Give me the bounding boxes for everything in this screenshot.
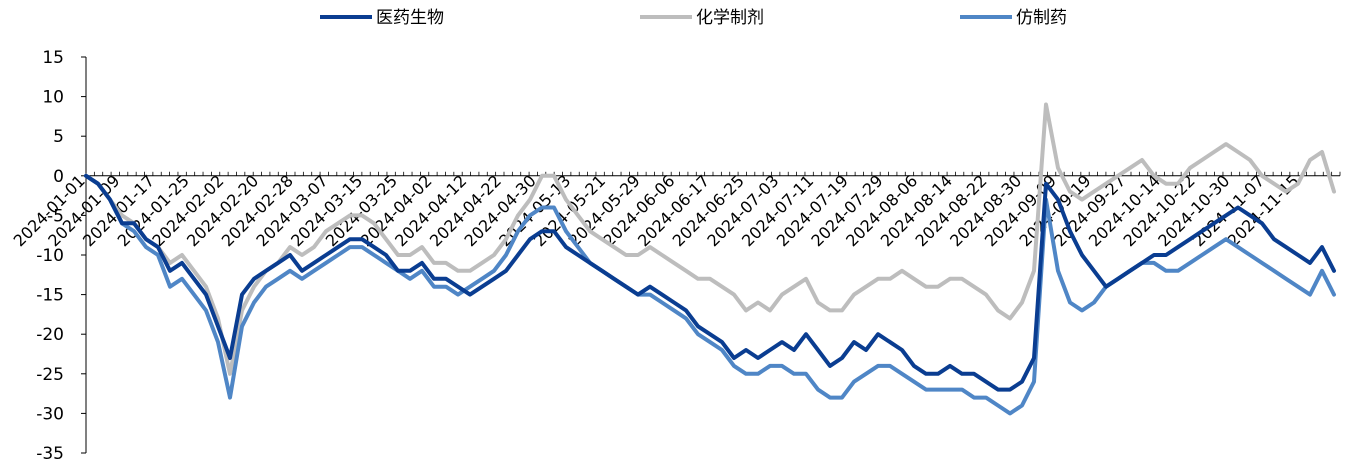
series-line-2 xyxy=(84,102,1336,376)
legend-label: 化学制剂 xyxy=(696,8,764,28)
y-tick-label: -15 xyxy=(36,286,64,306)
y-tick-label: -10 xyxy=(36,246,64,266)
y-tick-label: 0 xyxy=(53,167,64,187)
y-tick-label: -5 xyxy=(47,206,64,226)
legend-label: 医药生物 xyxy=(376,8,444,28)
y-tick-label: -20 xyxy=(36,325,64,345)
y-tick-label: -35 xyxy=(36,444,64,463)
x-tick-labels: 2024-01-012024-01-092024-01-172024-01-25… xyxy=(10,171,1341,250)
y-tick-label: 10 xyxy=(42,88,64,108)
y-tick-label: 15 xyxy=(42,48,64,68)
y-ticks: 15 10 5 0 -5 -10 -15 -20 -25 -30 -35 xyxy=(36,48,86,463)
legend: 医药生物 化学制剂 仿制药 xyxy=(320,8,1067,28)
y-tick-label: -30 xyxy=(36,404,64,424)
y-tick-label: -25 xyxy=(36,365,64,385)
series-line-1 xyxy=(84,173,1336,392)
y-tick-label: 5 xyxy=(53,127,64,147)
legend-label: 仿制药 xyxy=(1016,8,1067,28)
series-layer xyxy=(84,102,1336,416)
